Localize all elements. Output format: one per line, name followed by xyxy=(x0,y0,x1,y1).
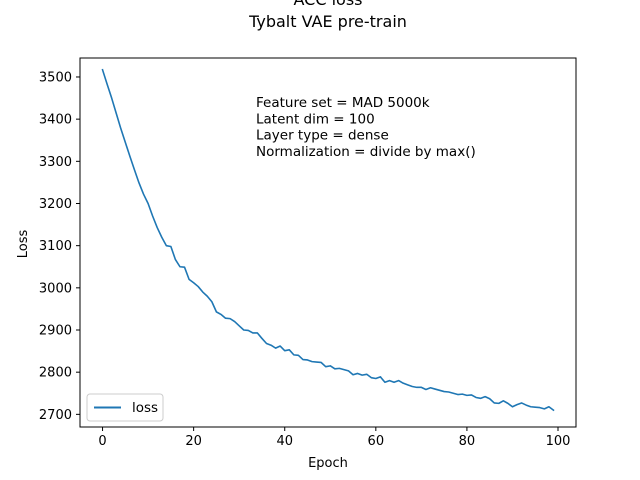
y-tick-label: 3100 xyxy=(39,239,72,254)
x-tick-label: 20 xyxy=(185,434,202,449)
annotation-line: Latent dim = 100 xyxy=(256,111,375,127)
y-tick-label: 3500 xyxy=(39,70,72,85)
y-tick-label: 2700 xyxy=(39,408,72,423)
y-tick-label: 2900 xyxy=(39,324,72,339)
x-tick-label: 0 xyxy=(98,434,106,449)
annotation-line: Feature set = MAD 5000k xyxy=(256,95,430,111)
legend-label: loss xyxy=(132,400,158,416)
plot-area: 0 20 40 60 80 100 2700 2800 2900 3000 3100 3200 3300… xyxy=(39,57,577,449)
chart-title: ACC loss xyxy=(294,0,363,9)
x-tick-label: 40 xyxy=(276,434,293,449)
x-tick-label: 100 xyxy=(546,434,571,449)
y-tick-label: 2800 xyxy=(39,366,72,381)
annotation-line: Layer type = dense xyxy=(256,128,389,144)
y-tick-label: 3200 xyxy=(39,197,72,212)
y-axis-label: Loss xyxy=(16,230,31,259)
legend: loss xyxy=(86,393,164,422)
axes-frame xyxy=(79,57,577,428)
x-tick-label: 80 xyxy=(459,434,476,449)
annotation-line: Normalization = divide by max() xyxy=(256,144,476,160)
y-tick-label: 3300 xyxy=(39,155,72,170)
x-tick-label: 60 xyxy=(368,434,385,449)
series-line-loss xyxy=(101,68,555,412)
chart-subtitle: Tybalt VAE pre-train xyxy=(248,12,407,31)
y-tick-label: 3400 xyxy=(39,113,72,128)
y-tick-label: 3000 xyxy=(39,281,72,296)
x-axis-label: Epoch xyxy=(308,456,348,471)
legend-box xyxy=(86,393,164,422)
